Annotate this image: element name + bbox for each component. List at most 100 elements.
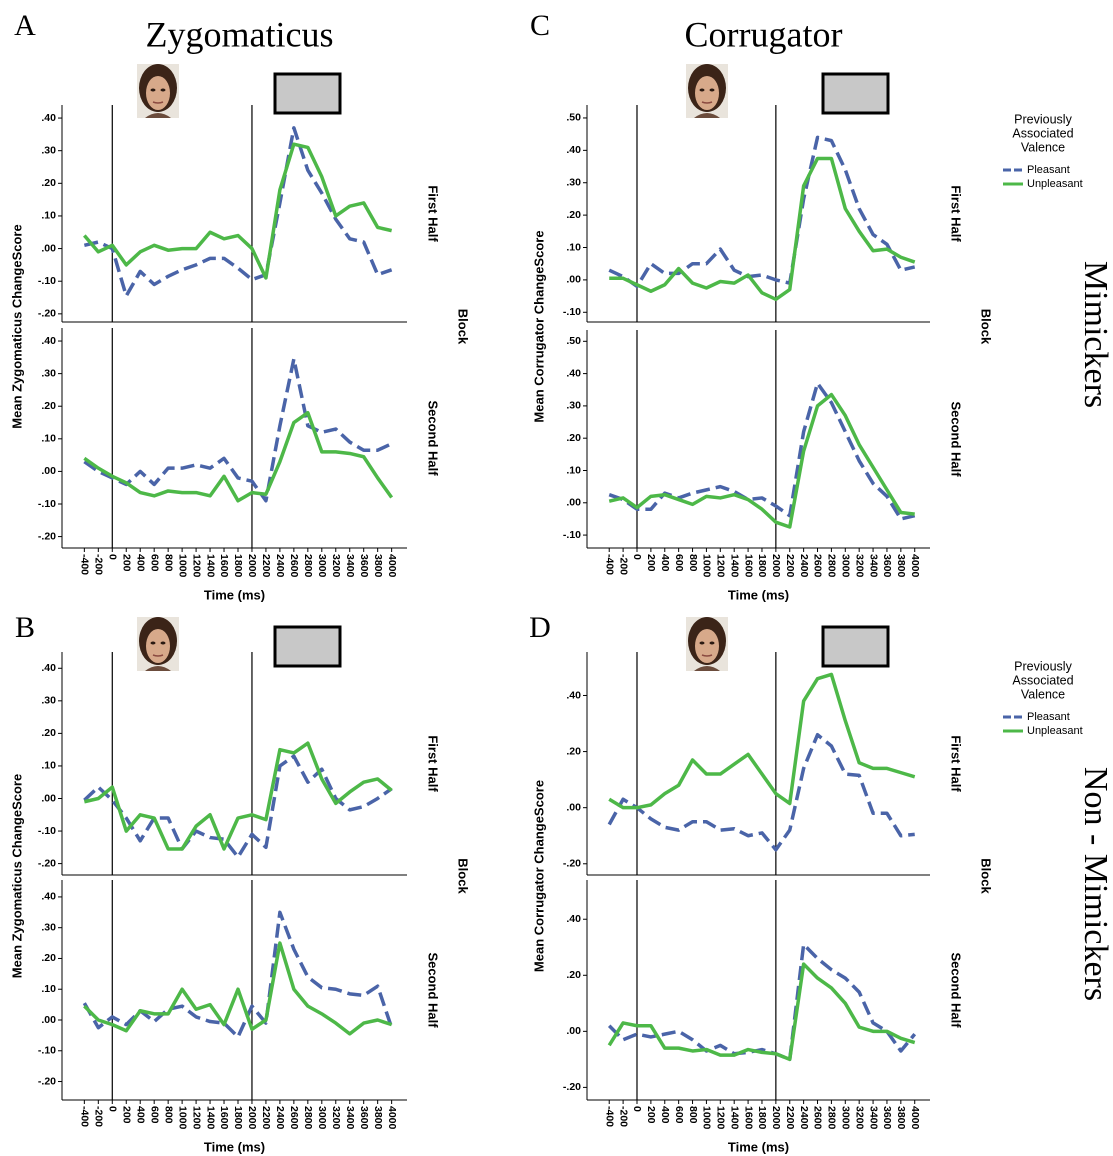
x-axis-label: Time (ms) bbox=[204, 1139, 265, 1154]
subplot-title: Second Half bbox=[426, 400, 441, 476]
x-tick-label: 4000 bbox=[386, 1106, 398, 1130]
y-tick-label: .50 bbox=[566, 335, 581, 347]
row-label: Mimickers bbox=[1077, 261, 1113, 408]
x-tick-label: 1000 bbox=[701, 1106, 713, 1130]
y-tick-label: -.20 bbox=[38, 308, 56, 320]
y-tick-label: .40 bbox=[566, 913, 581, 925]
y-tick-label: -.10 bbox=[563, 306, 581, 318]
panel-letter: B bbox=[15, 611, 35, 644]
x-tick-label: 2600 bbox=[812, 1106, 824, 1130]
y-tick-label: .10 bbox=[41, 760, 56, 772]
x-tick-label: -200 bbox=[93, 1106, 105, 1127]
x-tick-label: 2400 bbox=[274, 554, 286, 578]
legend-title: Associated bbox=[1012, 673, 1073, 687]
x-tick-label: 200 bbox=[120, 1106, 132, 1124]
x-tick-label: 0 bbox=[631, 554, 643, 560]
x-tick-label: 3600 bbox=[881, 554, 893, 578]
y-tick-label: .00 bbox=[566, 801, 581, 813]
x-tick-label: 800 bbox=[162, 554, 174, 572]
legend-title: Previously bbox=[1014, 112, 1072, 126]
x-tick-label: 2000 bbox=[770, 554, 782, 578]
x-tick-label: 2200 bbox=[260, 554, 272, 578]
y-tick-label: .00 bbox=[566, 274, 581, 286]
y-tick-label: .30 bbox=[41, 695, 56, 707]
x-axis-label: Time (ms) bbox=[728, 587, 789, 602]
y-tick-label: .40 bbox=[566, 367, 581, 379]
x-tick-label: 2600 bbox=[288, 554, 300, 578]
x-tick-label: 1400 bbox=[728, 554, 740, 578]
x-tick-label: 0 bbox=[631, 1106, 643, 1112]
x-tick-label: 400 bbox=[134, 1106, 146, 1124]
y-tick-label: .10 bbox=[566, 241, 581, 253]
panel-letter: D bbox=[529, 611, 551, 644]
x-tick-label: 2000 bbox=[770, 1106, 782, 1130]
y-tick-label: .20 bbox=[41, 400, 56, 412]
face-stimulus bbox=[685, 63, 729, 119]
y-tick-label: -.10 bbox=[38, 1045, 56, 1057]
y-tick-label: .20 bbox=[566, 745, 581, 757]
subplot-title: Second Half bbox=[949, 401, 964, 477]
y-tick-label: -.20 bbox=[38, 1075, 56, 1087]
x-tick-label: 4000 bbox=[909, 1106, 921, 1130]
x-tick-label: 600 bbox=[148, 554, 160, 572]
y-tick-label: .30 bbox=[41, 144, 56, 156]
x-tick-label: 2200 bbox=[784, 554, 796, 578]
x-tick-label: 0 bbox=[107, 1106, 119, 1112]
y-axis-label: Mean Corrugator ChangeScore bbox=[531, 780, 546, 972]
series-line bbox=[607, 942, 917, 1062]
x-tick-label: 2800 bbox=[302, 1106, 314, 1130]
y-tick-label: .30 bbox=[566, 177, 581, 189]
legend-label: Unpleasant bbox=[1027, 178, 1083, 190]
x-tick-label: 3800 bbox=[895, 554, 907, 578]
y-tick-label: .20 bbox=[41, 727, 56, 739]
y-tick-label: .20 bbox=[566, 209, 581, 221]
y-tick-label: .00 bbox=[41, 1014, 56, 1026]
blank-stimulus bbox=[273, 625, 342, 668]
x-tick-label: -200 bbox=[617, 1106, 629, 1127]
facet-label: Block bbox=[979, 309, 994, 345]
facet-label: Block bbox=[456, 309, 471, 345]
y-tick-label: .50 bbox=[566, 112, 581, 124]
x-tick-label: 3600 bbox=[881, 1106, 893, 1130]
y-tick-label: .20 bbox=[566, 969, 581, 981]
x-tick-label: 2600 bbox=[288, 1106, 300, 1130]
y-axis-label: Mean Zygomaticus ChangeScore bbox=[9, 224, 24, 428]
facet-label: Block bbox=[456, 858, 471, 894]
x-tick-label: 2400 bbox=[274, 1106, 286, 1130]
y-tick-label: .10 bbox=[41, 983, 56, 995]
x-tick-label: 1200 bbox=[715, 1106, 727, 1130]
y-tick-label: .20 bbox=[41, 177, 56, 189]
x-tick-label: 2600 bbox=[812, 554, 824, 578]
y-tick-label: .10 bbox=[41, 433, 56, 445]
legend-title: Previously bbox=[1014, 659, 1072, 673]
y-tick-label: .20 bbox=[566, 432, 581, 444]
legend-title: Valence bbox=[1021, 140, 1065, 154]
series-line bbox=[608, 135, 916, 289]
x-tick-label: 3000 bbox=[316, 1106, 328, 1130]
subplot-title: Second Half bbox=[426, 952, 441, 1028]
y-tick-label: .10 bbox=[41, 210, 56, 222]
x-tick-label: 3800 bbox=[895, 1106, 907, 1130]
x-tick-label: 1600 bbox=[218, 554, 230, 578]
x-tick-label: 3800 bbox=[372, 1106, 384, 1130]
series-line bbox=[82, 910, 394, 1039]
x-tick-label: 600 bbox=[148, 1106, 160, 1124]
y-axis-label: Mean Zygomaticus ChangeScore bbox=[9, 774, 24, 978]
x-tick-label: -400 bbox=[79, 554, 91, 575]
x-tick-label: 1800 bbox=[232, 554, 244, 578]
subplot-title: First Half bbox=[949, 735, 964, 792]
series-line bbox=[83, 754, 393, 859]
x-tick-label: 4000 bbox=[386, 554, 398, 578]
y-tick-label: -.20 bbox=[563, 858, 581, 870]
y-tick-label: .30 bbox=[41, 921, 56, 933]
series-line bbox=[607, 732, 915, 852]
y-tick-label: -.20 bbox=[563, 1081, 581, 1093]
x-tick-label: 400 bbox=[659, 554, 671, 572]
y-tick-label: .40 bbox=[41, 335, 56, 347]
y-tick-label: .00 bbox=[41, 792, 56, 804]
x-tick-label: 3400 bbox=[867, 1106, 879, 1130]
x-tick-label: 3400 bbox=[344, 1106, 356, 1130]
y-tick-label: .00 bbox=[566, 497, 581, 509]
y-tick-label: -.10 bbox=[563, 529, 581, 541]
